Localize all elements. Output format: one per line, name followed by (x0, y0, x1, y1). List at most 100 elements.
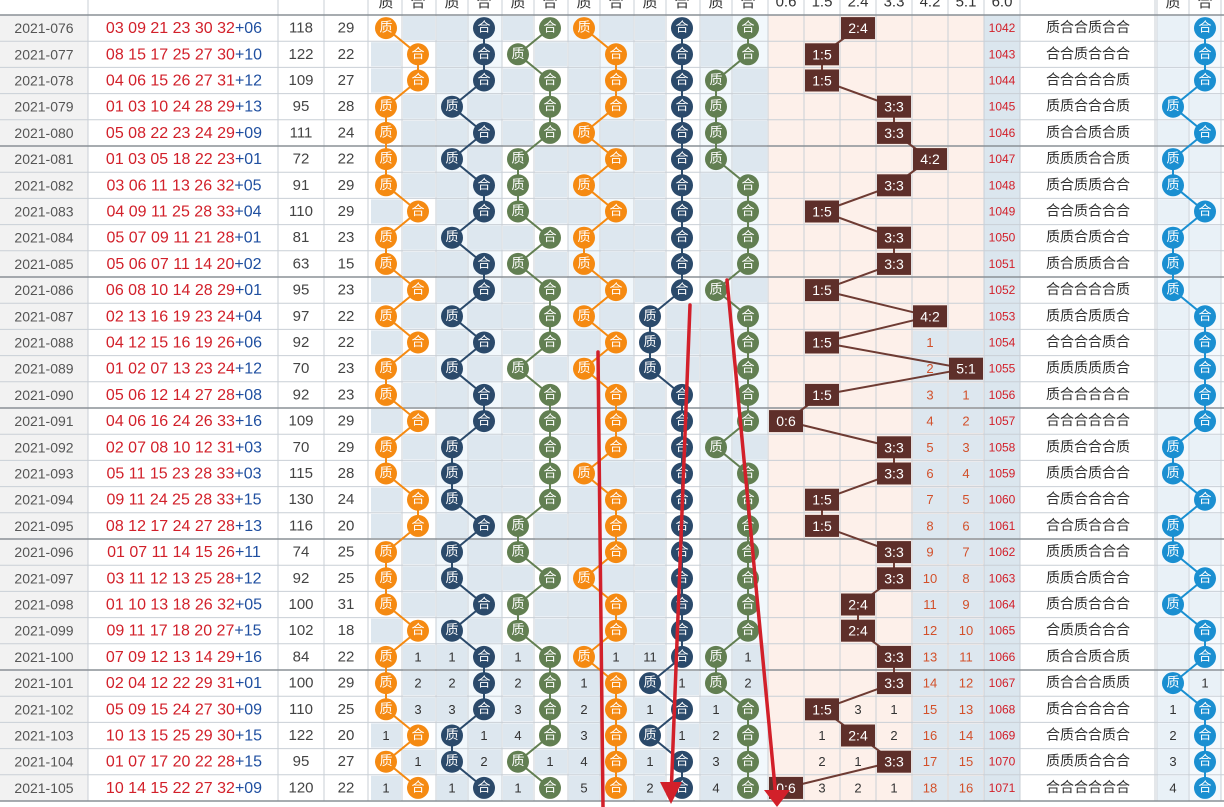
missing-cell-bg (635, 199, 665, 224)
missing-cell-bg (635, 68, 665, 93)
header-label: 3:3 (884, 0, 905, 11)
missing-count: 1 (580, 676, 587, 691)
missing-cell-bg (635, 251, 665, 276)
span-value: 29 (338, 413, 355, 430)
draw-numbers: 01 03 10 24 28 29+13 (106, 98, 262, 115)
missing-cell-bg (635, 409, 665, 434)
trend-ball-label: 质 (379, 597, 392, 612)
missing-cell-bg (701, 42, 731, 67)
trend-ball-label: 质 (511, 47, 524, 62)
trend-ball-label: 合 (543, 466, 556, 481)
sum-value: 115 (289, 465, 313, 482)
sequence-number: 1059 (989, 467, 1016, 481)
span-value: 24 (338, 124, 355, 141)
trend-ball-label: 合 (543, 309, 556, 324)
missing-cell-bg (701, 487, 731, 512)
trend-ball (605, 95, 627, 118)
missing-cell-bg (371, 199, 401, 224)
pattern-text: 合合合合质合 (1046, 335, 1130, 351)
missing-cell-bg (403, 540, 435, 565)
header-label: 质 (378, 0, 393, 11)
sequence-number: 1053 (989, 309, 1016, 323)
trend-ball (539, 436, 561, 459)
sum-value: 120 (288, 779, 313, 796)
trend-ball (539, 226, 561, 249)
trend-ball (539, 410, 561, 433)
sequence-number: 1066 (989, 650, 1016, 664)
missing-cell-bg (535, 592, 567, 617)
pattern-text: 质质合合合质 (1046, 439, 1130, 455)
blue-trend-ball (1162, 226, 1184, 249)
trend-ball (441, 724, 463, 747)
trend-ball (375, 567, 397, 590)
missing-cell-bg (949, 540, 983, 565)
missing-cell-bg (403, 697, 435, 722)
missing-cell-bg (403, 566, 435, 591)
trend-ball-label: 合 (609, 545, 622, 560)
ratio-box (805, 488, 839, 511)
period-label: 2021-086 (14, 282, 73, 298)
trend-ball-label: 合 (741, 387, 754, 402)
trend-ball-label: 质 (379, 125, 392, 140)
trend-ball-label: 合 (411, 204, 424, 219)
span-value: 20 (338, 517, 355, 534)
trend-ball (473, 672, 495, 695)
ratio-label: 1:5 (812, 518, 832, 534)
missing-cell-bg (635, 775, 665, 800)
trend-ball-label: 质 (445, 754, 458, 769)
missing-cell-bg (403, 461, 435, 486)
trend-ball (605, 436, 627, 459)
ratio-label: 4:2 (920, 308, 940, 324)
trend-ball (539, 331, 561, 354)
missing-cell-bg (1158, 16, 1188, 41)
missing-count: 1 (546, 754, 553, 769)
missing-count: 14 (923, 676, 937, 691)
missing-cell-bg (913, 697, 947, 722)
trend-ball-label: 合 (543, 702, 556, 717)
ratio-label: 2:4 (848, 20, 868, 36)
missing-cell-bg (535, 749, 567, 774)
trend-ball-label: 合 (543, 440, 556, 455)
trend-ball (473, 645, 495, 668)
missing-cell-bg (469, 487, 501, 512)
header-label: 质 (510, 0, 525, 11)
missing-cell-bg (635, 382, 665, 407)
trend-ball-label: 合 (741, 47, 754, 62)
trend-ball (605, 200, 627, 223)
missing-count: 11 (643, 649, 657, 664)
trend-ball (737, 174, 759, 197)
trend-ball (737, 331, 759, 354)
trend-ball-label: 质 (643, 728, 656, 743)
missing-count: 2 (890, 728, 897, 743)
trend-ball-label: 合 (609, 204, 622, 219)
trend-ball (605, 69, 627, 92)
span-value: 29 (338, 177, 355, 194)
header-label: 合 (674, 0, 689, 11)
trend-ball-label: 质 (445, 466, 458, 481)
missing-cell-bg (503, 487, 533, 512)
missing-count: 1 (1201, 676, 1208, 691)
period-label: 2021-104 (14, 754, 73, 770)
missing-cell-bg (635, 697, 665, 722)
missing-count: 3 (514, 702, 521, 717)
trend-ball (737, 593, 759, 616)
missing-cell-bg (1190, 278, 1220, 303)
blue-trend-ball-label: 质 (1166, 466, 1179, 481)
missing-cell-bg (535, 173, 567, 198)
span-value: 15 (338, 255, 355, 272)
trend-ball-label: 合 (741, 414, 754, 429)
span-value: 23 (338, 229, 355, 246)
trend-ball-label: 合 (411, 283, 424, 298)
trend-ball-label: 合 (675, 204, 688, 219)
missing-cell-bg (1190, 94, 1220, 119)
blue-trend-ball (1194, 121, 1216, 144)
missing-count: 13 (959, 702, 973, 717)
missing-cell-bg (635, 513, 665, 538)
ratio-box (805, 383, 839, 406)
trend-ball-label: 质 (379, 152, 392, 167)
missing-cell-bg (1190, 671, 1220, 696)
trend-ball-label: 合 (741, 780, 754, 795)
blue-trend-ball-label: 合 (1198, 361, 1211, 376)
blue-trend-ball-label: 质 (1166, 283, 1179, 298)
missing-count: 2 (448, 676, 455, 691)
